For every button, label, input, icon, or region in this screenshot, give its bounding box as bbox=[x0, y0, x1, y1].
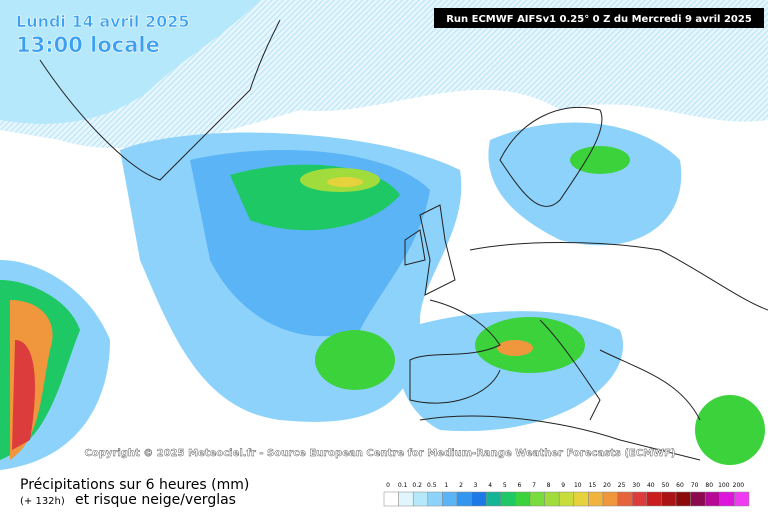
footer-title: Précipitations sur 6 heures (mm) bbox=[20, 477, 249, 493]
scale-swatch bbox=[515, 491, 531, 507]
scale-label: 9 bbox=[561, 482, 565, 489]
scale-label: 3 bbox=[474, 482, 478, 489]
scale-swatch bbox=[646, 491, 662, 507]
scale-label: 100 bbox=[718, 482, 730, 489]
scale-label: 40 bbox=[647, 482, 655, 489]
scale-swatch bbox=[558, 491, 575, 507]
scale-swatch bbox=[573, 491, 589, 507]
scale-label: 0 bbox=[386, 482, 390, 489]
scale-swatch bbox=[631, 491, 648, 507]
scale-label: 0.5 bbox=[427, 482, 437, 489]
scale-swatch bbox=[602, 491, 618, 507]
scale-swatch bbox=[383, 491, 399, 507]
scale-swatch bbox=[412, 491, 429, 507]
scale-label: 1 bbox=[444, 482, 448, 489]
scale-label: 80 bbox=[705, 482, 713, 489]
scale-label: 0.1 bbox=[398, 482, 408, 489]
scale-label: 10 bbox=[574, 482, 582, 489]
scale-swatch bbox=[734, 491, 750, 507]
scale-swatch bbox=[485, 491, 502, 507]
scale-swatch bbox=[675, 491, 691, 507]
footer-subtitle: et risque neige/verglas bbox=[75, 492, 236, 508]
coastlines bbox=[39, 19, 768, 461]
scale-swatch bbox=[690, 491, 706, 507]
scale-swatch bbox=[456, 491, 472, 507]
footer-lead: (+ 132h) bbox=[20, 496, 65, 507]
copyright: Copyright © 2025 Meteociel.fr - Source E… bbox=[85, 448, 676, 459]
scale-label: 200 bbox=[733, 482, 745, 489]
scale-swatch bbox=[704, 491, 721, 507]
run-box bbox=[434, 8, 764, 28]
scale-swatch bbox=[719, 491, 735, 507]
scale-swatch bbox=[471, 491, 487, 507]
precipitation-field bbox=[0, 0, 768, 470]
scale-label: 8 bbox=[547, 482, 551, 489]
time: 13:00 locale bbox=[16, 33, 160, 57]
scale-label: 6 bbox=[517, 482, 521, 489]
scale-label: 15 bbox=[589, 482, 597, 489]
date: Lundi 14 avril 2025 bbox=[16, 12, 190, 31]
scale-swatch bbox=[500, 491, 516, 507]
scale-label: 50 bbox=[662, 482, 670, 489]
scale-label: 2 bbox=[459, 482, 463, 489]
scale-label: 4 bbox=[488, 482, 492, 489]
run-info: Run ECMWF AIFSv1 0.25° 0 Z du Mercredi 9… bbox=[446, 14, 752, 25]
scale-swatch bbox=[617, 491, 633, 507]
scale-swatch bbox=[544, 491, 560, 507]
scale-label: 60 bbox=[676, 482, 684, 489]
scale-label: 5 bbox=[503, 482, 507, 489]
scale-label: 7 bbox=[532, 482, 536, 489]
scale-swatch bbox=[529, 491, 545, 507]
scale-label: 70 bbox=[691, 482, 699, 489]
scale-swatch bbox=[661, 491, 677, 507]
scale-swatch bbox=[442, 491, 458, 507]
scale-label: 0.2 bbox=[412, 482, 422, 489]
scale-swatch bbox=[427, 491, 443, 507]
color-scale: 0 0.1 0.2 0.5 1 2 3 4 5 6 7 8 9 10 15 20 25 30 40 50 60 70 80 1… bbox=[383, 482, 750, 507]
header: Lundi 14 avril 2025 13:00 locale Run ECM… bbox=[16, 8, 764, 57]
scale-label: 25 bbox=[618, 482, 626, 489]
scale-swatch bbox=[588, 491, 604, 507]
scale-label: 30 bbox=[632, 482, 640, 489]
scale-label: 20 bbox=[603, 482, 611, 489]
scale-swatch bbox=[398, 491, 414, 507]
